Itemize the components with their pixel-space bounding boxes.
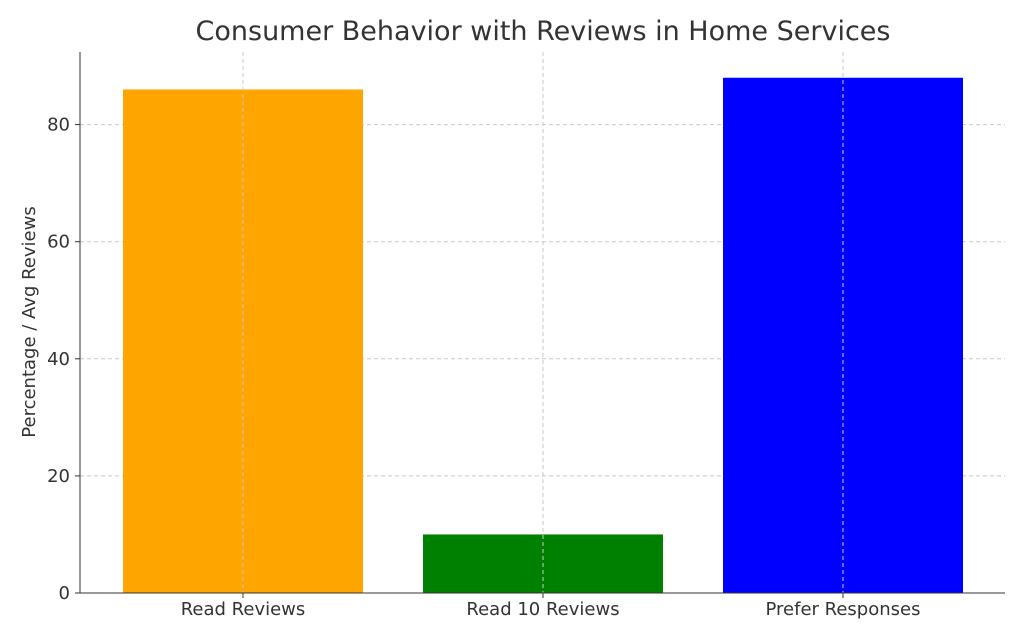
y-axis-label: Percentage / Avg Reviews	[19, 206, 40, 437]
y-tick-label: 80	[47, 115, 70, 136]
y-tick-label: 40	[47, 349, 70, 370]
x-tick-label: Read 10 Reviews	[466, 599, 619, 620]
y-tick-label: 20	[47, 466, 70, 487]
y-tick-label: 0	[59, 583, 70, 604]
chart-title: Consumer Behavior with Reviews in Home S…	[196, 16, 891, 47]
x-tick-label: Read Reviews	[181, 599, 306, 620]
y-tick-label: 60	[47, 232, 70, 253]
x-tick-label: Prefer Responses	[766, 599, 921, 620]
